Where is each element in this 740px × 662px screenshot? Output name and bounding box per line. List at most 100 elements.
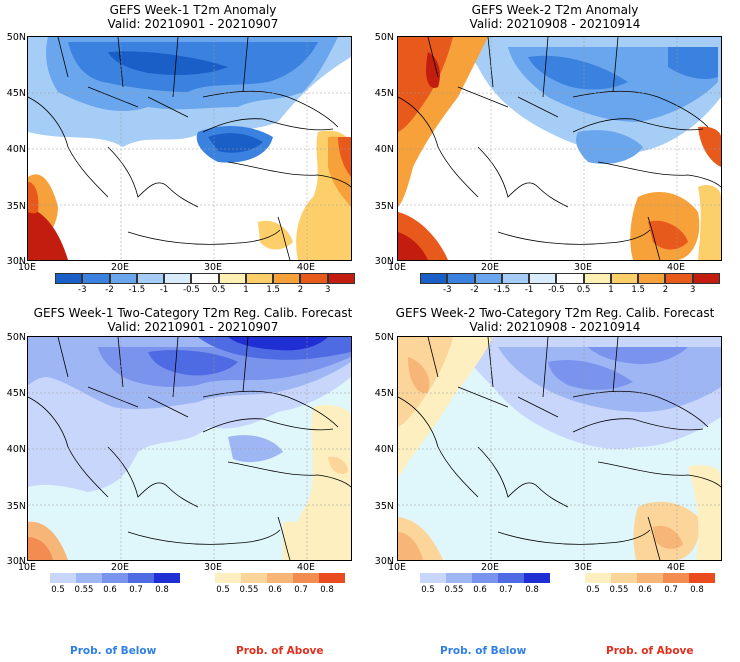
- lat-label: 35N: [6, 501, 26, 512]
- colorbar-tick-label: 0.55: [444, 585, 464, 595]
- colorbar-tick-label: -3: [443, 285, 452, 295]
- colorbar-swatch: [102, 573, 128, 583]
- panel-week1-probability: GEFS Week-1 Two-Category T2m Reg. Calib.…: [0, 300, 370, 600]
- map-week1-probability: [27, 336, 352, 561]
- colorbar-tick-label: 0.7: [499, 585, 513, 595]
- lat-label: 50N: [6, 32, 26, 43]
- prob-above-colorbar: 0.5 0.55 0.6 0.7 0.8: [215, 573, 345, 597]
- colorbar-swatch: [556, 273, 584, 284]
- panel-subtitle: Valid: 20210908 - 20210914: [469, 320, 641, 334]
- colorbar-tick-label: -1.5: [493, 285, 511, 295]
- colorbar-swatch: [610, 273, 639, 284]
- lon-label: 10E: [387, 562, 407, 573]
- lat-label: 40N: [374, 444, 394, 455]
- panel-week1-anomaly: GEFS Week-1 T2m Anomaly Valid: 20210901 …: [0, 0, 370, 300]
- colorbar-swatch: [637, 573, 663, 583]
- colorbar-swatch: [447, 273, 475, 284]
- colorbar-tick-label: -0.5: [183, 285, 200, 295]
- colorbar-tick-label: -2: [105, 285, 114, 295]
- panel-week2-probability: GEFS Week-2 Two-Category T2m Reg. Calib.…: [370, 300, 740, 600]
- colorbar-swatch: [273, 273, 301, 284]
- colorbar-tick-label: 0.8: [525, 585, 539, 595]
- colorbar-tick-label: 0.7: [294, 585, 308, 595]
- colorbar-tick-label: 0.8: [690, 585, 704, 595]
- colorbar-swatch: [327, 273, 355, 284]
- colorbar-swatch: [293, 573, 319, 583]
- panel-subtitle: Valid: 20210901 - 20210907: [107, 320, 279, 334]
- lon-label: 40E: [296, 262, 316, 273]
- colorbar-swatch: [319, 573, 345, 583]
- panel-week2-anomaly: GEFS Week-2 T2m Anomaly Valid: 20210908 …: [370, 0, 740, 300]
- lat-label: 50N: [6, 332, 26, 343]
- panel-title: GEFS Week-2 Two-Category T2m Reg. Calib.…: [395, 306, 715, 320]
- lon-label: 30E: [203, 562, 223, 573]
- colorbar-swatch: [665, 273, 693, 284]
- lat-label: 35N: [374, 501, 394, 512]
- colorbar-swatch: [689, 573, 715, 583]
- colorbar-tick-label: 1.5: [631, 285, 645, 295]
- lat-label: 40N: [6, 144, 26, 155]
- colorbar-swatch: [267, 573, 293, 583]
- lon-label: 30E: [573, 262, 593, 273]
- lat-label: 35N: [374, 201, 394, 212]
- colorbar-tick-label: 0.6: [103, 585, 117, 595]
- prob-below-label: Prob. of Below: [440, 645, 527, 657]
- panel-subtitle: Valid: 20210908 - 20210914: [469, 17, 641, 31]
- colorbar-swatch: [218, 273, 246, 284]
- lat-label: 40N: [374, 144, 394, 155]
- lat-label: 30N: [374, 256, 394, 267]
- lat-label: 45N: [374, 88, 394, 99]
- colorbar-swatch: [692, 273, 720, 284]
- colorbar-tick-label: 3: [325, 285, 331, 295]
- colorbar-swatch: [498, 573, 524, 583]
- lat-label: 30N: [6, 556, 26, 567]
- map-week1-anomaly: [27, 36, 352, 261]
- lat-label: 45N: [6, 388, 26, 399]
- colorbar-tick-label: 0.5: [216, 585, 230, 595]
- lat-label: 35N: [6, 201, 26, 212]
- lon-label: 30E: [573, 562, 593, 573]
- lon-label: 10E: [17, 262, 37, 273]
- colorbar-tick-label: 0.8: [320, 585, 334, 595]
- colorbar-swatch: [76, 573, 102, 583]
- lat-label: 45N: [374, 388, 394, 399]
- lat-label: 45N: [6, 88, 26, 99]
- colorbar-tick-label: 1: [243, 285, 249, 295]
- colorbar-tick-label: 0.6: [473, 585, 487, 595]
- panel-title: GEFS Week-1 T2m Anomaly: [109, 3, 277, 17]
- colorbar-swatch: [215, 573, 241, 583]
- colorbar-swatch: [529, 273, 557, 284]
- colorbar-tick-label: 0.7: [664, 585, 678, 595]
- colorbar-swatch: [128, 573, 154, 583]
- lon-label: 40E: [296, 562, 316, 573]
- colorbar-tick-label: 0.55: [74, 585, 94, 595]
- lon-label: 10E: [17, 562, 37, 573]
- colorbar-tick-label: 0.55: [239, 585, 259, 595]
- colorbar-swatch: [611, 573, 637, 583]
- colorbar-tick-label: 0.5: [421, 585, 435, 595]
- colorbar-tick-label: -1.5: [128, 285, 146, 295]
- colorbar-swatch: [583, 273, 611, 284]
- colorbar-tick-label: 0.55: [609, 585, 629, 595]
- lon-label: 10E: [387, 262, 407, 273]
- anomaly-colorbar: -3 -2 -1.5 -1 -0.5 0.5 1 1.5 2 3: [55, 273, 355, 297]
- prob-above-label: Prob. of Above: [236, 645, 324, 657]
- colorbar-tick-label: 0.6: [638, 585, 652, 595]
- lon-label: 20E: [110, 262, 130, 273]
- colorbar-swatch: [164, 273, 192, 284]
- colorbar-swatch: [82, 273, 110, 284]
- colorbar-swatch: [154, 573, 180, 583]
- lat-label: 30N: [6, 256, 26, 267]
- lat-label: 40N: [6, 444, 26, 455]
- colorbar-tick-label: -1: [159, 285, 169, 295]
- prob-above-colorbar: 0.5 0.55 0.6 0.7 0.8: [585, 573, 715, 597]
- lon-label: 20E: [110, 562, 130, 573]
- lat-label: 50N: [374, 32, 394, 43]
- colorbar-tick-label: 0.7: [129, 585, 143, 595]
- colorbar-tick-label: 3: [690, 285, 696, 295]
- panel-subtitle: Valid: 20210901 - 20210907: [107, 17, 279, 31]
- prob-above-label: Prob. of Above: [606, 645, 694, 657]
- lon-label: 20E: [480, 562, 500, 573]
- prob-below-label: Prob. of Below: [70, 645, 157, 657]
- colorbar-swatch: [638, 273, 666, 284]
